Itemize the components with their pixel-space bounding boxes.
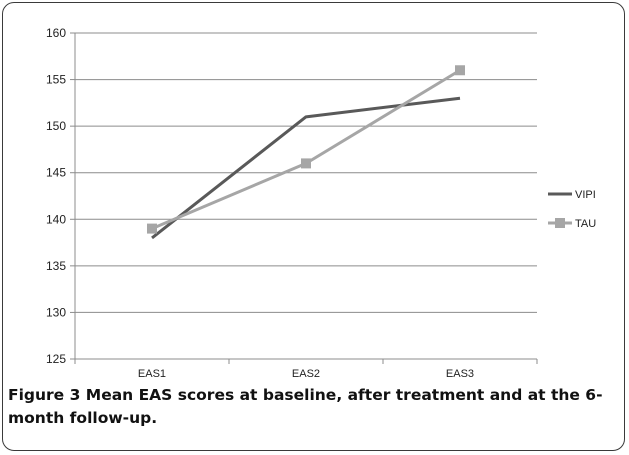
figure-frame xyxy=(2,2,625,451)
y-axis: 125 130 135 140 145 150 155 160 xyxy=(46,26,76,366)
y-tick-label: 145 xyxy=(46,166,66,180)
legend-label-tau: TAU xyxy=(575,218,596,230)
line-chart: 125 130 135 140 145 150 155 160 EAS1 EAS2 EAS3 VI… xyxy=(46,26,596,380)
series-line-vipi xyxy=(151,96,461,240)
y-tick-label: 125 xyxy=(46,352,66,366)
y-tick-label: 130 xyxy=(46,305,66,319)
legend: VIPI TAU xyxy=(548,189,596,230)
marker-tau xyxy=(455,65,465,76)
x-tick-label: EAS3 xyxy=(446,368,474,380)
figure-caption: Figure 3 Mean EAS scores at baseline, af… xyxy=(8,384,608,430)
marker-tau xyxy=(301,158,311,169)
y-tick-label: 160 xyxy=(46,26,66,40)
marker-tau xyxy=(147,223,157,234)
x-axis: EAS1 EAS2 EAS3 xyxy=(74,358,538,380)
series-line-tau xyxy=(151,68,461,230)
figure-label: Figure 3 xyxy=(8,386,81,404)
y-tick-label: 135 xyxy=(46,259,66,273)
x-tick-label: EAS2 xyxy=(292,368,320,380)
y-tick-label: 140 xyxy=(46,212,66,226)
gridlines xyxy=(75,32,537,313)
y-tick-label: 155 xyxy=(46,73,66,87)
legend-label-vipi: VIPI xyxy=(575,189,596,201)
legend-marker-tau xyxy=(555,218,565,228)
x-tick-label: EAS1 xyxy=(138,368,166,380)
series-lines xyxy=(147,65,465,240)
y-tick-label: 150 xyxy=(46,119,66,133)
caption-text: Mean EAS scores at baseline, after treat… xyxy=(8,386,603,427)
